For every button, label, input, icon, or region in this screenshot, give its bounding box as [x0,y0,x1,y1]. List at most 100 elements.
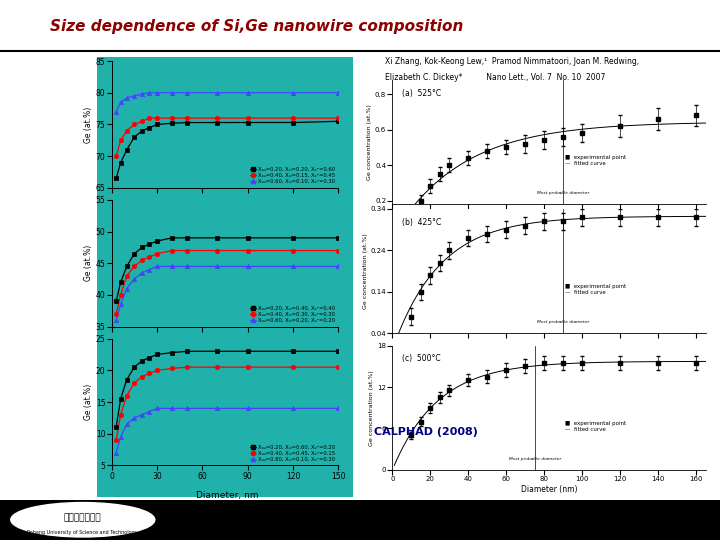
Point [181,246,193,255]
Text: (b)  425°C: (b) 425°C [402,218,441,227]
Point [121,392,132,400]
Y-axis label: Ge concentration (at.%): Ge concentration (at.%) [363,233,368,309]
Point [115,410,127,419]
X-axis label: Diameter (nm): Diameter (nm) [521,485,577,494]
Point [166,364,178,373]
Point [181,262,193,271]
Point [151,89,163,97]
Y-axis label: Ge concentration (at.%): Ge concentration (at.%) [369,370,374,446]
Point [121,93,132,102]
Point [242,262,253,271]
Point [121,272,132,280]
Point [212,118,223,127]
Point [166,348,178,357]
Point [136,126,148,135]
Point [333,363,344,372]
Point [181,347,193,356]
Point [136,243,148,252]
Y-axis label: Ge (at.%): Ge (at.%) [84,384,93,420]
Point [121,145,132,154]
Point [166,114,178,123]
Point [151,249,163,258]
Point [333,246,344,255]
Point [136,90,148,98]
Point [115,158,127,167]
Point [115,278,127,287]
Point [212,404,223,413]
Point [212,347,223,356]
Point [115,395,127,403]
Point [143,114,156,123]
Point [287,262,299,271]
Point [242,246,253,255]
Point [136,373,148,381]
Point [287,347,299,356]
Legend: Xₐᵤ=0.20, Xₛᵢ=0.60, Xₒᵉ=0.20, Xₐᵤ=0.40, Xₛᵢ=0.45, Xₒᵉ=0.15, Xₐᵤ=0.80, Xₛᵢ=0.10, : Xₐᵤ=0.20, Xₛᵢ=0.60, Xₒᵉ=0.20, Xₐᵤ=0.40, … [248,444,336,463]
Point [287,404,299,413]
Point [121,262,132,271]
Point [136,117,148,126]
Point [143,369,156,378]
Point [136,356,148,365]
Point [110,297,122,306]
Point [110,316,122,325]
Point [128,379,140,387]
Point [128,92,140,100]
Point [287,363,299,372]
Point [136,410,148,419]
Point [110,174,122,183]
Y-axis label: Ge (at.%): Ge (at.%) [84,245,93,281]
Text: Most probable diameter: Most probable diameter [508,457,561,461]
Point [115,98,127,106]
Point [110,423,122,432]
Point [242,118,253,127]
Point [143,89,156,97]
Point [333,114,344,123]
Point [166,404,178,413]
Point [166,246,178,255]
Point [333,117,344,126]
Point [181,89,193,97]
Y-axis label: Ge (at.%): Ge (at.%) [84,106,93,143]
Point [242,363,253,372]
Point [242,404,253,413]
Point [110,152,122,160]
Point [143,253,156,261]
Text: Size dependence of Si,Ge nanowire composition: Size dependence of Si,Ge nanowire compos… [50,19,464,34]
Point [151,237,163,245]
Text: Byeong-Joo Lee: Byeong-Joo Lee [597,502,706,515]
Text: ■  experimental point
—  fitted curve: ■ experimental point — fitted curve [564,421,626,432]
Text: ■  experimental point
—  fitted curve: ■ experimental point — fitted curve [564,156,626,166]
Point [151,262,163,271]
Legend: Xₐᵤ=0.20, Xₛᵢ=0.20, Xₒᵉ=0.60, Xₐᵤ=0.40, Xₛᵢ=0.15, Xₒᵉ=0.45, Xₐᵤ=0.60, Xₛᵢ=0.10, : Xₐᵤ=0.20, Xₛᵢ=0.20, Xₒᵉ=0.60, Xₐᵤ=0.40, … [248,166,336,185]
Point [121,375,132,384]
Point [212,89,223,97]
Point [136,268,148,277]
Point [181,114,193,123]
Point [212,363,223,372]
Point [121,420,132,429]
Point [287,89,299,97]
Point [128,262,140,271]
Point [287,114,299,123]
Text: ■  experimental point
—  fitted curve: ■ experimental point — fitted curve [564,284,626,295]
Point [143,407,156,416]
Point [166,119,178,127]
Point [333,404,344,413]
Point [287,246,299,255]
Point [151,350,163,359]
Point [166,89,178,97]
Text: Xi Zhang, Kok-Keong Lew,¹  Pramod Nimmatoori, Joan M. Redwing,: Xi Zhang, Kok-Keong Lew,¹ Pramod Nimmato… [385,57,639,66]
Point [143,123,156,132]
Point [166,233,178,242]
Point [143,265,156,274]
Point [181,404,193,413]
Point [151,114,163,123]
Point [242,89,253,97]
Point [128,363,140,372]
Point [121,126,132,135]
Point [121,284,132,293]
Point [151,120,163,129]
Point [110,448,122,457]
Text: Most probable diameter: Most probable diameter [537,320,590,324]
